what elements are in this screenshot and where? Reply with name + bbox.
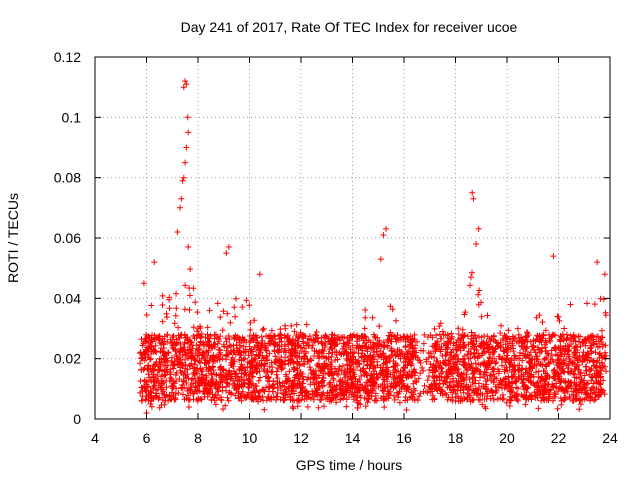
y-tick-label: 0.02	[54, 351, 81, 367]
y-tick-label: 0.1	[62, 109, 82, 125]
grid-lines	[95, 57, 610, 419]
x-tick-label: 12	[293, 430, 309, 446]
y-tick-label: 0.04	[54, 290, 81, 306]
chart-title: Day 241 of 2017, Rate Of TEC Index for r…	[181, 19, 518, 35]
roti-markers	[137, 78, 609, 416]
axis-ticks: 4 6 8 10 12 14 16 18 20 22 24 0 0.02 0.04 0.06 0.08 0.1 0…	[54, 49, 618, 446]
y-tick-label: 0.08	[54, 170, 81, 186]
y-axis-label: ROTI / TECUs	[5, 193, 21, 283]
y-tick-label: 0.12	[54, 49, 81, 65]
x-tick-label: 14	[345, 430, 361, 446]
x-tick-label: 18	[448, 430, 464, 446]
data-series-roti	[137, 78, 609, 416]
x-tick-label: 16	[396, 430, 412, 446]
x-tick-label: 10	[242, 430, 258, 446]
x-tick-label: 4	[91, 430, 99, 446]
x-axis-label: GPS time / hours	[296, 457, 403, 473]
x-tick-label: 24	[602, 430, 618, 446]
x-tick-label: 8	[194, 430, 202, 446]
x-tick-label: 20	[499, 430, 515, 446]
x-tick-label: 22	[551, 430, 567, 446]
y-tick-label: 0.06	[54, 230, 81, 246]
x-tick-label: 6	[143, 430, 151, 446]
y-tick-label: 0	[73, 411, 81, 427]
